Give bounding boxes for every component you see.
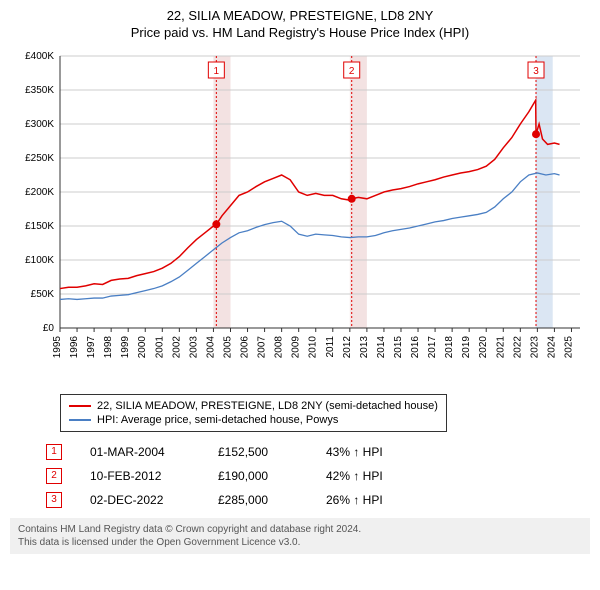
event-date: 01-MAR-2004 (90, 445, 190, 459)
chart-svg: £0 £50K £100K £150K £200K £250K £300K £350K £400… (10, 48, 590, 388)
svg-text:1995: 1995 (52, 335, 63, 358)
chart-container: 22, SILIA MEADOW, PRESTEIGNE, LD8 2NY Pr… (0, 0, 600, 564)
event-marker: 1 (46, 444, 62, 460)
svg-text:2004: 2004 (205, 335, 216, 358)
svg-text:2009: 2009 (291, 335, 302, 358)
svg-text:2: 2 (349, 66, 355, 77)
svg-text:2011: 2011 (325, 335, 336, 357)
event-marker: 2 (46, 468, 62, 484)
svg-text:2023: 2023 (529, 335, 540, 358)
svg-text:2012: 2012 (342, 335, 353, 358)
svg-text:2006: 2006 (240, 335, 251, 358)
chart-area: £0 £50K £100K £150K £200K £250K £300K £350K £400… (10, 48, 590, 388)
svg-text:2015: 2015 (393, 335, 404, 358)
svg-text:£300K: £300K (25, 119, 54, 130)
event-pct: 26% ↑ HPI (326, 493, 436, 507)
svg-text:2010: 2010 (308, 335, 319, 358)
event-price: £190,000 (218, 469, 298, 483)
svg-text:2000: 2000 (137, 335, 148, 358)
event-row: 3 02-DEC-2022 £285,000 26% ↑ HPI (46, 488, 590, 512)
event-price: £285,000 (218, 493, 298, 507)
svg-text:2022: 2022 (512, 335, 523, 358)
title-line-2: Price paid vs. HM Land Registry's House … (10, 25, 590, 42)
svg-text:2021: 2021 (495, 335, 506, 358)
svg-text:2017: 2017 (427, 335, 438, 358)
svg-text:2005: 2005 (222, 335, 233, 358)
event-date: 02-DEC-2022 (90, 493, 190, 507)
events-table: 1 01-MAR-2004 £152,500 43% ↑ HPI 2 10-FEB-201… (46, 440, 590, 512)
legend-swatch (69, 419, 91, 421)
svg-text:£50K: £50K (31, 289, 55, 300)
svg-text:2019: 2019 (461, 335, 472, 358)
svg-text:2024: 2024 (546, 335, 557, 358)
legend-row: 22, SILIA MEADOW, PRESTEIGNE, LD8 2NY (s… (69, 399, 438, 413)
svg-text:2016: 2016 (410, 335, 421, 358)
svg-text:1998: 1998 (103, 335, 114, 358)
event-price: £152,500 (218, 445, 298, 459)
svg-text:£350K: £350K (25, 85, 54, 96)
svg-text:2001: 2001 (154, 335, 165, 358)
legend-label: HPI: Average price, semi-detached house,… (97, 414, 338, 426)
svg-text:1997: 1997 (86, 335, 97, 358)
footer-line-1: Contains HM Land Registry data © Crown c… (18, 523, 582, 536)
title-line-1: 22, SILIA MEADOW, PRESTEIGNE, LD8 2NY (10, 8, 590, 25)
svg-text:1996: 1996 (69, 335, 80, 358)
event-marker: 3 (46, 492, 62, 508)
footer-note: Contains HM Land Registry data © Crown c… (10, 518, 590, 554)
svg-text:£200K: £200K (25, 187, 54, 198)
legend-swatch (69, 405, 91, 407)
svg-text:£400K: £400K (25, 51, 54, 62)
event-row: 2 10-FEB-2012 £190,000 42% ↑ HPI (46, 464, 590, 488)
svg-text:£100K: £100K (25, 255, 54, 266)
event-pct: 42% ↑ HPI (326, 469, 436, 483)
event-pct: 43% ↑ HPI (326, 445, 436, 459)
svg-text:£0: £0 (43, 323, 55, 334)
svg-text:2002: 2002 (171, 335, 182, 358)
svg-text:2007: 2007 (257, 335, 268, 358)
event-date: 10-FEB-2012 (90, 469, 190, 483)
legend-label: 22, SILIA MEADOW, PRESTEIGNE, LD8 2NY (s… (97, 400, 438, 412)
svg-text:2025: 2025 (563, 335, 574, 358)
event-row: 1 01-MAR-2004 £152,500 43% ↑ HPI (46, 440, 590, 464)
svg-text:2003: 2003 (188, 335, 199, 358)
footer-line-2: This data is licensed under the Open Gov… (18, 536, 582, 549)
svg-text:3: 3 (533, 66, 539, 77)
svg-text:2020: 2020 (478, 335, 489, 358)
legend: 22, SILIA MEADOW, PRESTEIGNE, LD8 2NY (s… (60, 394, 447, 432)
legend-row: HPI: Average price, semi-detached house,… (69, 413, 438, 427)
svg-text:£250K: £250K (25, 153, 54, 164)
svg-text:1999: 1999 (120, 335, 131, 358)
svg-text:2008: 2008 (274, 335, 285, 358)
svg-text:2014: 2014 (376, 335, 387, 358)
svg-text:2013: 2013 (359, 335, 370, 358)
svg-text:1: 1 (214, 66, 220, 77)
svg-text:2018: 2018 (444, 335, 455, 358)
svg-text:£150K: £150K (25, 221, 54, 232)
